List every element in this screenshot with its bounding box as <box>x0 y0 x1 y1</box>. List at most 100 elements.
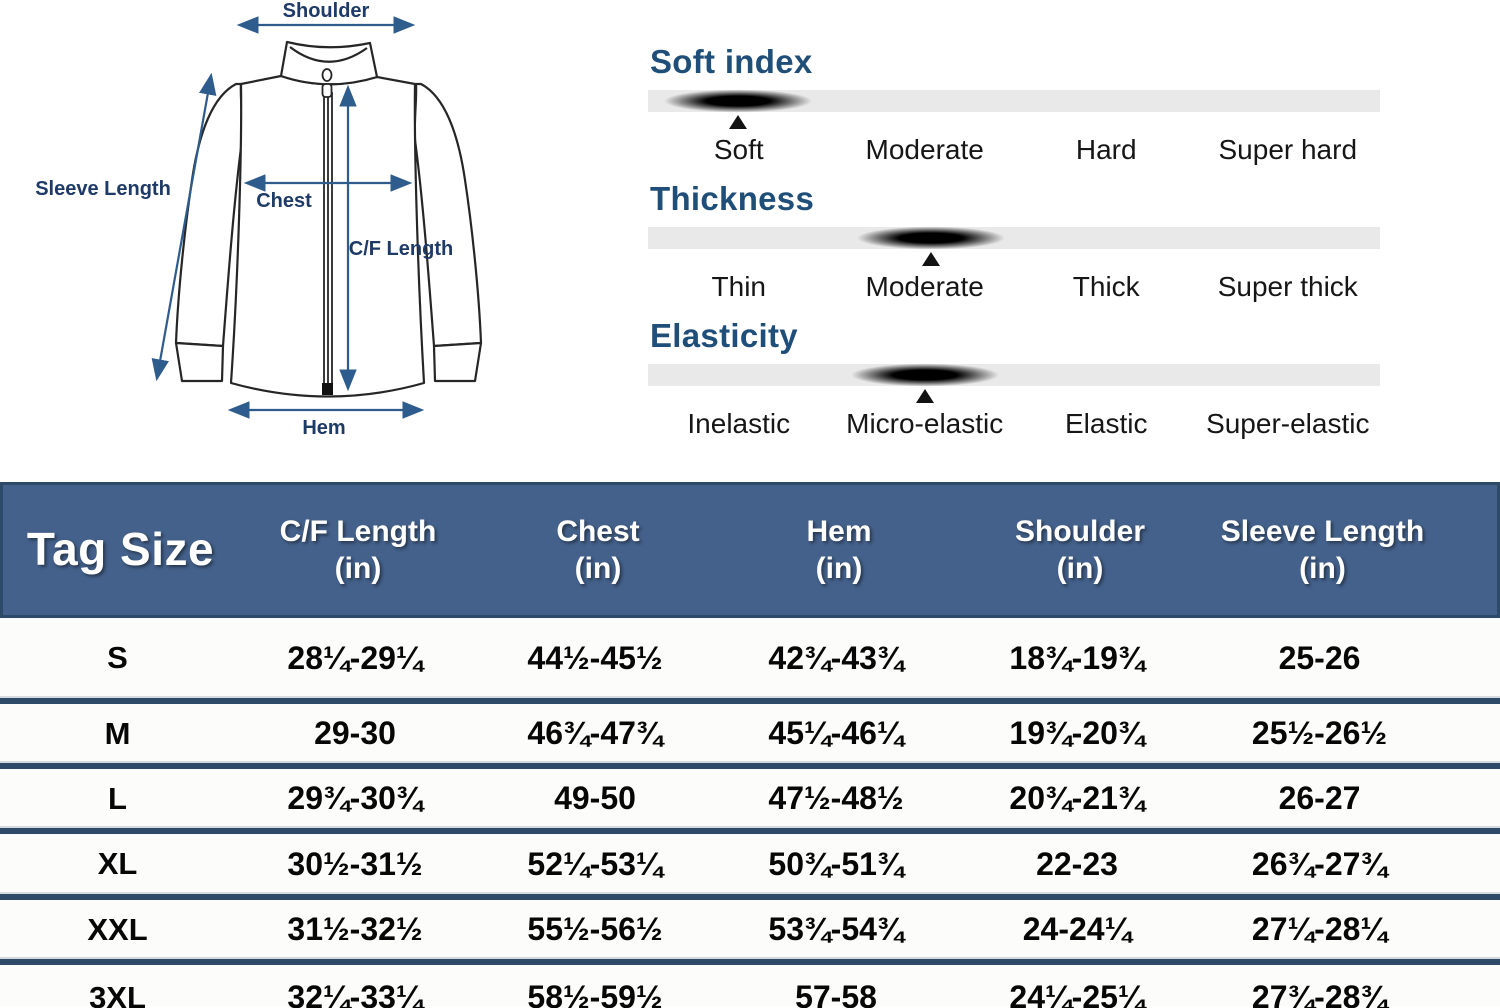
cf-length-cell: 29¾-30¾ <box>287 780 423 816</box>
thickness-bar <box>648 222 1380 254</box>
hem-cell: 45¼-46¼ <box>768 715 904 751</box>
column-label: Sleeve Length <box>1220 514 1425 548</box>
sleeve-cell: 27¼-28¼ <box>1251 911 1388 947</box>
thickness-title: Thickness <box>650 180 815 217</box>
scale-label: Elastic <box>1064 408 1148 439</box>
row-divider <box>0 763 1500 769</box>
size-cell: S <box>107 640 128 675</box>
size-table-header: Tag Size C/F Length (in) Chest (in) Hem … <box>0 482 1500 618</box>
hem-cell: 50¾-51¾ <box>768 845 904 882</box>
chest-cell: 58½-59½ <box>527 979 663 1008</box>
cf-length-label: C/F Length <box>349 238 453 260</box>
cf-length-cell: 32¼-33¼ <box>287 979 423 1008</box>
table-row-l: L 29¾-30¾ 49-50 47½-48½ 20¾-21¾ 26-27 <box>0 769 1500 828</box>
hem-cell: 53¾-54¾ <box>768 911 904 947</box>
zipper <box>321 68 333 395</box>
column-label: C/F Length <box>279 514 437 548</box>
soft-index-title: Soft index <box>650 43 813 80</box>
sleeve-length-label: Sleeve Length <box>35 178 171 200</box>
scale-label: Thick <box>1072 271 1140 302</box>
soft-index-gradient-marker <box>638 85 839 117</box>
shoulder-cell: 24¼-25¼ <box>1009 979 1145 1008</box>
row-divider <box>0 894 1500 900</box>
sleeve-length-arrow <box>151 72 217 382</box>
scale-label: Super-elastic <box>1206 408 1370 439</box>
row-divider <box>0 828 1500 834</box>
scale-label: Moderate <box>865 134 984 165</box>
size-cell: L <box>108 780 127 816</box>
column-unit: (in) <box>815 552 863 585</box>
elasticity-pointer-triangle <box>916 389 935 403</box>
size-cell: 3XL <box>89 979 146 1008</box>
size-cell: XXL <box>87 911 148 947</box>
column-header-cf-length: C/F Length (in) <box>238 513 478 588</box>
column-label: Chest <box>556 514 640 548</box>
chest-cell: 49-50 <box>554 780 636 816</box>
elasticity-scale: Elasticity Inelastic Micro-elastic Elast… <box>648 317 1380 453</box>
scale-label: Micro-elastic <box>846 408 1004 439</box>
chest-cell: 44½-45½ <box>527 639 663 676</box>
row-divider <box>0 698 1500 704</box>
scale-label: Moderate <box>865 271 984 302</box>
sleeve-cell: 25-26 <box>1278 639 1361 676</box>
chest-cell: 52¼-53¼ <box>527 845 663 882</box>
chest-cell: 46¾-47¾ <box>527 715 663 751</box>
shoulder-cell: 24-24¼ <box>1022 911 1132 947</box>
sleeve-cell: 26-27 <box>1278 780 1361 816</box>
jacket-outline-drawing: Shoulder Sleeve Length Chest C/F Length … <box>35 0 483 439</box>
elasticity-bar <box>648 359 1380 391</box>
fabric-rating-scales: Soft index Soft Moderate Hard Super hard… <box>638 0 1380 470</box>
column-header-tag-size: Tag Size <box>26 523 215 576</box>
thickness-pointer-triangle <box>922 252 941 266</box>
table-row-xl: XL 30½-31½ 52¼-53¼ 50¾-51¾ 22-23 26¾-27¾ <box>0 834 1500 894</box>
column-header-shoulder: Shoulder (in) <box>960 513 1200 588</box>
table-row-m: M 29-30 46¾-47¾ 45¼-46¼ 19¾-20¾ 25½-26½ <box>0 704 1500 763</box>
row-divider <box>0 959 1500 965</box>
elasticity-labels: Inelastic Micro-elastic Elastic Super-el… <box>648 408 1380 444</box>
hem-label: Hem <box>302 417 345 439</box>
soft-index-pointer-triangle <box>729 115 748 129</box>
chest-cell: 55½-56½ <box>527 911 663 947</box>
hem-cell: 47½-48½ <box>768 780 904 816</box>
jacket-collar <box>279 40 379 86</box>
column-unit: (in) <box>1056 552 1104 585</box>
elasticity-title: Elasticity <box>650 317 798 354</box>
column-unit: (in) <box>574 552 622 585</box>
column-header-hem: Hem (in) <box>718 513 960 588</box>
column-unit: (in) <box>1299 552 1346 585</box>
column-unit: (in) <box>334 552 382 585</box>
cf-length-cell: 28¼-29¼ <box>287 639 423 676</box>
hem-cell: 42¾-43¾ <box>768 639 904 676</box>
cf-length-cell: 31½-32½ <box>287 911 423 947</box>
cf-length-cell: 29-30 <box>314 715 396 751</box>
cf-length-cell: 30½-31½ <box>287 845 423 882</box>
table-row-xxl: XXL 31½-32½ 55½-56½ 53¾-54¾ 24-24¼ 27¼-2… <box>0 900 1500 959</box>
size-table: Tag Size C/F Length (in) Chest (in) Hem … <box>0 482 1500 1008</box>
shoulder-cell: 18¾-19¾ <box>1009 639 1145 676</box>
sleeve-cell: 27¾-28¾ <box>1251 979 1388 1008</box>
jacket-measurement-diagram: Shoulder Sleeve Length Chest C/F Length … <box>0 0 648 480</box>
scale-label: Hard <box>1075 134 1137 165</box>
elasticity-gradient-marker <box>825 359 1026 391</box>
column-label: Hem <box>806 514 872 548</box>
shoulder-label: Shoulder <box>283 0 370 22</box>
sleeve-cell: 26¾-27¾ <box>1251 845 1388 882</box>
column-label: Shoulder <box>1014 514 1145 548</box>
size-cell: M <box>104 715 131 751</box>
column-header-chest: Chest (in) <box>478 513 718 588</box>
hem-cell: 57-58 <box>795 979 877 1008</box>
chest-label: Chest <box>256 190 312 212</box>
size-cell: XL <box>97 846 138 881</box>
scale-label: Inelastic <box>687 408 791 439</box>
measurement-arrows <box>151 16 425 419</box>
table-row-3xl: 3XL 32¼-33¼ 58½-59½ 57-58 24¼-25¼ 27¾-28… <box>0 965 1500 1008</box>
table-row-s: S 28¼-29¼ 44½-45½ 42¾-43¾ 18¾-19¾ 25-26 <box>0 618 1500 698</box>
thickness-gradient-marker <box>831 222 1032 254</box>
column-header-sleeve-length: Sleeve Length (in) <box>1200 513 1445 588</box>
shoulder-cell: 22-23 <box>1036 845 1118 882</box>
thickness-labels: Thin Moderate Thick Super thick <box>648 271 1380 307</box>
scale-label: Super thick <box>1217 271 1358 302</box>
scale-label: Thin <box>711 271 766 302</box>
soft-index-labels: Soft Moderate Hard Super hard <box>648 134 1380 170</box>
